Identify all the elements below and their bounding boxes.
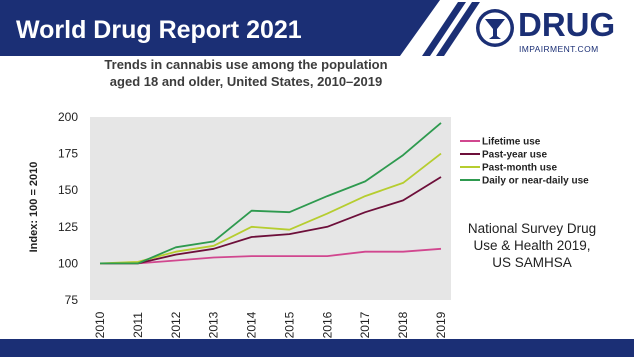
source-line-3: US SAMHSA (492, 255, 572, 270)
y-tick-label: 200 (58, 110, 78, 124)
legend: Lifetime use Past-year use Past-month use D… (460, 137, 589, 187)
legend-label-daily-or-near-daily-use: Daily or near-daily use (482, 176, 589, 187)
series-line-daily-or-near-daily-use (100, 122, 442, 265)
x-tick-label: 2015 (282, 311, 296, 338)
x-tick-label: 2012 (169, 311, 183, 338)
header-bar (0, 0, 480, 56)
legend-label-past-year-use: Past-year use (482, 150, 547, 161)
logo-wordmark: DRUG (518, 6, 616, 43)
legend-label-past-month-use: Past-month use (482, 163, 557, 174)
plot-area (90, 117, 451, 300)
source-line-1: National Survey Drug (467, 221, 597, 236)
y-tick-label: 125 (58, 220, 78, 234)
source-line-2: Use & Health 2019, (473, 238, 591, 253)
legend-label-lifetime-use: Lifetime use (482, 137, 541, 148)
series-line-past-month-use (99, 152, 442, 265)
footer-bar (0, 339, 634, 357)
x-tick-label: 2019 (434, 311, 448, 338)
source-note: National Survey Drug Use & Health 2019, … (463, 220, 601, 271)
x-tick-label: 2017 (358, 311, 372, 338)
y-tick-label: 150 (58, 183, 78, 197)
y-tick-label: 175 (58, 147, 78, 161)
y-tick-label: 75 (65, 293, 79, 307)
logo-subtext: IMPAIRMENT.COM (519, 44, 599, 54)
series-lines (99, 122, 442, 265)
y-tick-labels: 75 100 125 150 175 200 (58, 110, 78, 307)
x-tick-label: 2014 (245, 311, 259, 338)
slide-title: World Drug Report 2021 (16, 16, 302, 44)
x-tick-label: 2016 (320, 311, 334, 338)
x-tick-label: 2018 (396, 311, 410, 338)
series-line-lifetime-use (100, 247, 442, 265)
x-tick-labels: 2010 2011 2012 2013 2014 2015 2016 2017 2018 2019 (93, 311, 448, 338)
series-line-past-year-use (100, 176, 442, 265)
y-tick-label: 100 (58, 256, 78, 270)
x-tick-label: 2013 (207, 311, 221, 338)
chart-title-line-1: Trends in cannabis use among the populat… (104, 57, 388, 72)
drug-impairment-logo-icon (476, 9, 514, 47)
x-tick-label: 2010 (93, 311, 107, 338)
chart-title-line-2: aged 18 and older, United States, 2010–2… (109, 74, 383, 89)
x-tick-label: 2011 (131, 312, 145, 338)
